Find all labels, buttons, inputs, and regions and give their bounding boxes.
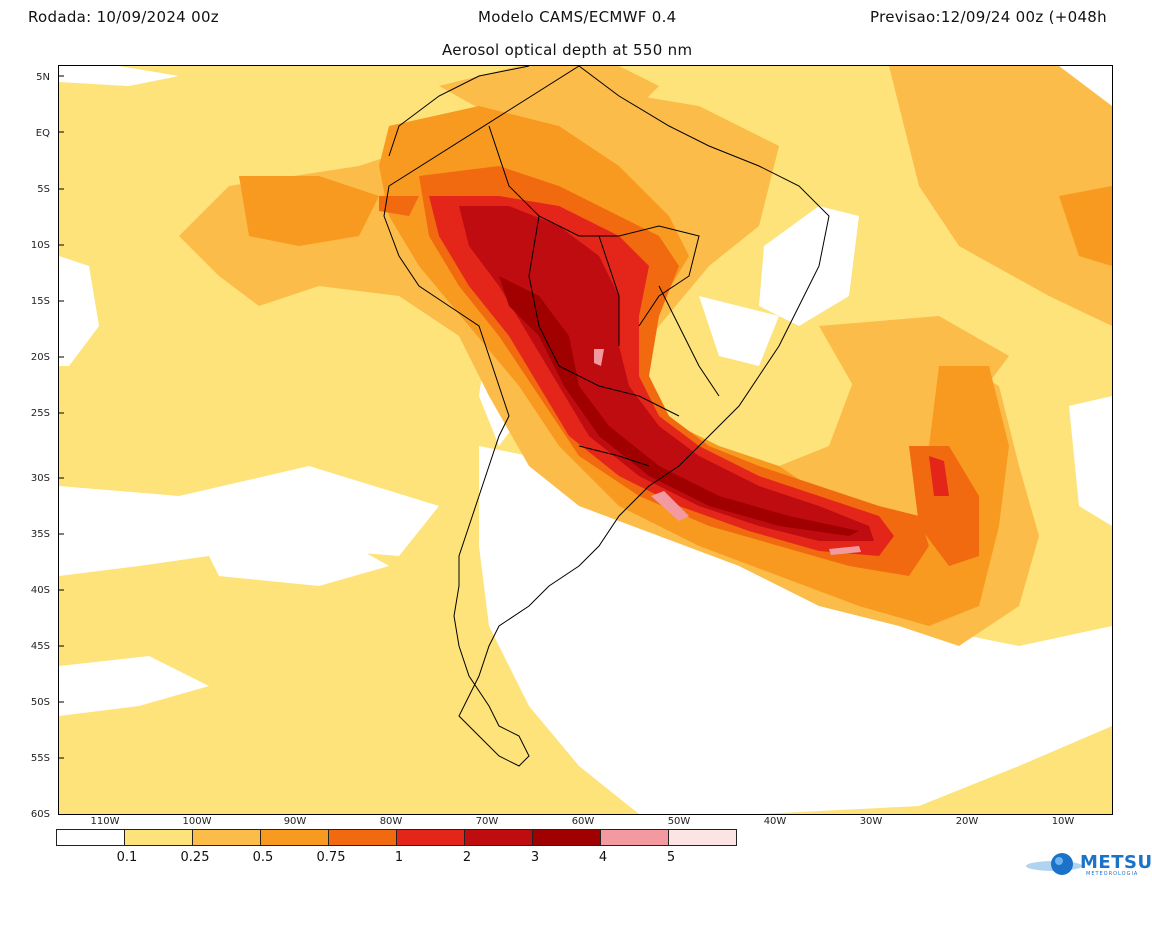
- lat-label: 60S: [30, 809, 50, 820]
- lat-label: 50S: [30, 697, 50, 708]
- lat-label: 25S: [30, 408, 50, 419]
- run-time-label: Rodada: 10/09/2024 00z: [28, 8, 219, 26]
- aod-3-4: [499, 276, 859, 536]
- colorbar-swatch: [668, 829, 737, 846]
- aod-2-3: [459, 206, 874, 541]
- colorbar-label: 0.75: [316, 850, 346, 865]
- lat-label: 35S: [30, 529, 50, 540]
- lat-label: 5S: [37, 184, 50, 195]
- lon-label: 60W: [571, 816, 595, 827]
- colorbar-swatch: [532, 829, 601, 846]
- aod-map: [58, 65, 1113, 815]
- colorbar-swatch: [56, 829, 125, 846]
- lon-label: 90W: [283, 816, 307, 827]
- lat-label: 15S: [30, 296, 50, 307]
- logo-tagline: METEOROLOGIA: [1086, 871, 1139, 877]
- colorbar-swatch: [124, 829, 193, 846]
- lat-ticks: [59, 75, 64, 759]
- aod-field: [59, 66, 1112, 814]
- colorbar-label: 3: [530, 850, 540, 865]
- colorbar-label: 0.5: [252, 850, 274, 865]
- logo-wordmark: METSUL: [1080, 852, 1152, 873]
- aod-4-5: [594, 349, 861, 555]
- colorbar-label: 2: [462, 850, 472, 865]
- lon-label: 40W: [763, 816, 787, 827]
- colorbar-swatch: [192, 829, 261, 846]
- colorbar-swatch: [260, 829, 329, 846]
- lat-label: 40S: [30, 585, 50, 596]
- colorbar-label: 0.1: [116, 850, 138, 865]
- lon-label: 70W: [475, 816, 499, 827]
- model-label: Modelo CAMS/ECMWF 0.4: [478, 8, 677, 26]
- lon-label: 50W: [667, 816, 691, 827]
- lat-label: 30S: [30, 473, 50, 484]
- lon-label: 100W: [182, 816, 212, 827]
- lon-label: 20W: [955, 816, 979, 827]
- colorbar-label: 5: [666, 850, 676, 865]
- lon-label: 10W: [1051, 816, 1075, 827]
- variable-title: Aerosol optical depth at 550 nm: [442, 41, 693, 59]
- lat-label: 45S: [30, 641, 50, 652]
- colorbar-swatch: [600, 829, 669, 846]
- lat-label: EQ: [35, 128, 50, 139]
- lon-label: 80W: [379, 816, 403, 827]
- lat-label: 10S: [30, 240, 50, 251]
- lon-label: 30W: [859, 816, 883, 827]
- colorbar-label: 0.25: [180, 850, 210, 865]
- colorbar-label: 4: [598, 850, 608, 865]
- lat-label: 20S: [30, 352, 50, 363]
- colorbar-swatch: [396, 829, 465, 846]
- forecast-time-label: Previsao:12/09/24 00z (+048h: [870, 8, 1107, 26]
- colorbar-swatch: [464, 829, 533, 846]
- colorbar-label: 1: [394, 850, 404, 865]
- lon-label: 110W: [90, 816, 120, 827]
- globe-icon: [1026, 853, 1082, 875]
- colorbar: [56, 829, 737, 846]
- lat-label: 5N: [36, 72, 50, 83]
- coastlines: [383, 66, 830, 767]
- lat-label: 55S: [30, 753, 50, 764]
- colorbar-swatch: [328, 829, 397, 846]
